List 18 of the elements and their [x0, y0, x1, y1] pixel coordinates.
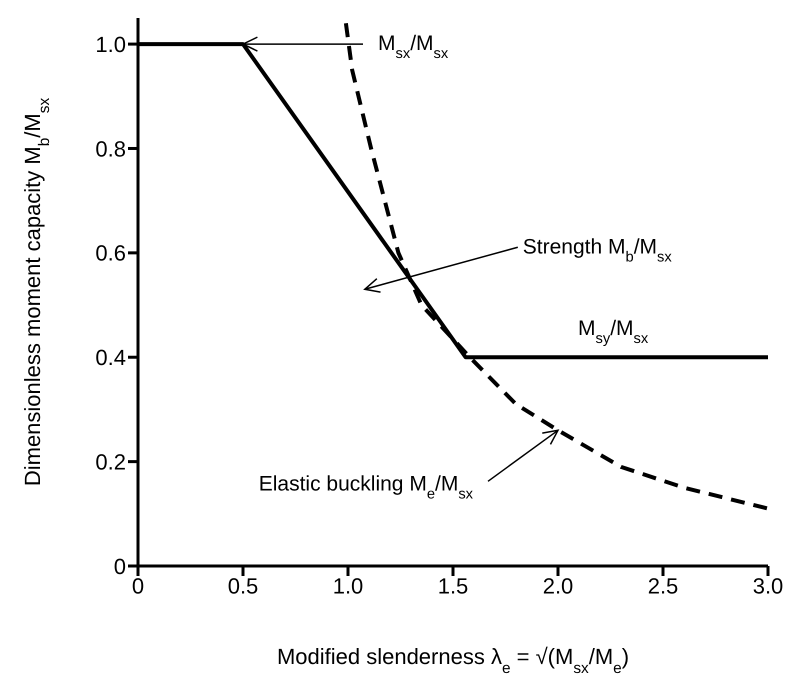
x-tick-label: 1.0 [332, 574, 364, 599]
y-tick-label: 0.2 [95, 449, 126, 474]
y-tick-label: 0.8 [95, 136, 126, 162]
annotation: M$_{sy}$/M$_{sx}$ [578, 317, 649, 348]
y-tick-label: 1.0 [95, 32, 126, 57]
x-tick-label: 0 [132, 574, 144, 599]
annotation: Elastic buckling M$_{e}$/M$_{sx}$ [258, 472, 474, 502]
x-tick-label: 2.5 [648, 574, 678, 599]
y-tick-label: 0 [114, 554, 126, 579]
x-tick-label: 3.0 [752, 574, 784, 599]
x-tick-label: 0.5 [228, 574, 258, 599]
x-tick-label: 2.0 [542, 574, 574, 599]
annotation: M$_{sx}$/M$_{sx}$ [378, 32, 449, 62]
y-tick-label: 0.6 [95, 240, 126, 266]
y-tick-label: 0.4 [95, 345, 126, 370]
x-axis-title: Modified slenderness λ$_{e}$ = √(M$_{sx}$/M$_{e}$) [276, 644, 630, 676]
x-tick-label: 1.5 [438, 574, 468, 599]
annotation: Strength M$_{b}$/M$_{sx}$ [522, 235, 672, 266]
